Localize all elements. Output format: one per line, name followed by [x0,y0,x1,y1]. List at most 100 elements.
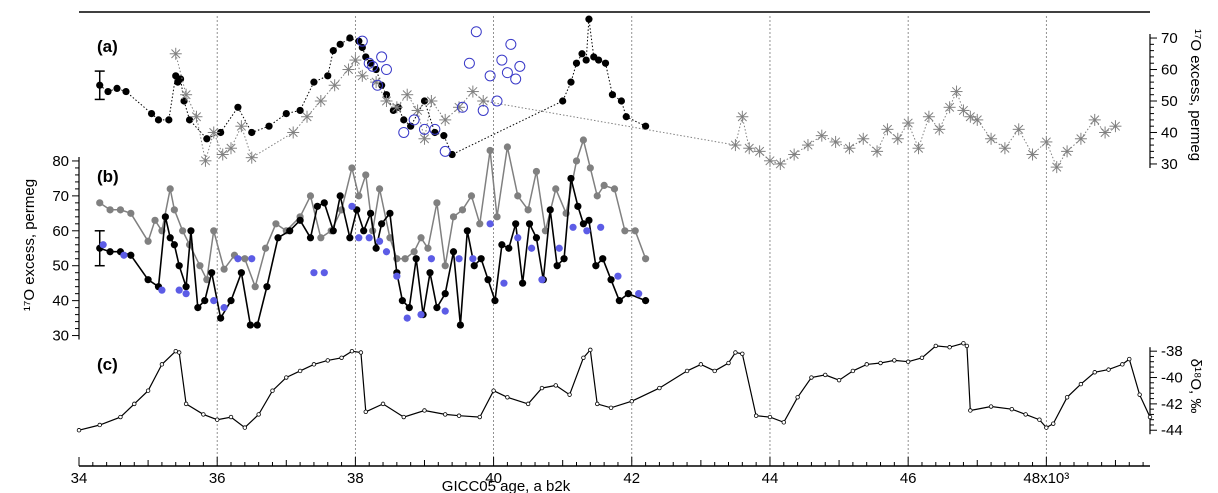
data-point [456,321,465,329]
data-point [182,283,190,291]
data-point-star [209,127,219,138]
data-point [572,157,581,165]
data-point-star [972,115,982,125]
data-point [360,227,368,235]
y-tick-label: -40 [1161,370,1183,387]
data-point [154,116,163,124]
data-point [486,146,494,155]
data-point [433,199,441,207]
data-point [371,79,383,91]
data-point [572,59,581,67]
data-point [1023,412,1028,417]
data-point [501,67,513,79]
x-axis-title: GICC05 age, a b2k [442,478,571,493]
data-point-star [171,49,181,59]
data-point [597,223,605,231]
data-point [641,255,650,263]
data-point [1092,370,1097,375]
data-point [1147,414,1153,420]
data-point [97,422,102,428]
data-point-star [392,102,402,112]
data-point [242,425,248,430]
data-point [187,227,195,235]
panel-c-label: (c) [97,355,118,374]
data-point [265,122,273,130]
data-point [176,350,182,355]
data-point [96,199,104,207]
data-point [592,262,600,270]
data-point-star [381,96,392,106]
y-tick-label: -38 [1161,343,1183,360]
data-point-star [1100,127,1110,138]
data-point [491,388,496,393]
data-point [864,362,869,367]
data-point [608,405,614,411]
data-point [362,171,370,179]
data-point [422,408,427,413]
data-point [538,276,546,284]
data-point [641,122,650,130]
data-point [274,234,282,242]
data-point [220,304,228,312]
data-point [1064,395,1070,400]
data-point [339,355,344,360]
data-point [398,297,406,305]
data-point [355,192,363,200]
data-point [476,220,484,228]
data-point-star [1000,143,1010,153]
data-point [234,103,242,111]
data-point [310,269,318,277]
data-point [175,286,183,294]
data-point [641,297,650,305]
data-point [120,251,128,259]
data-point-star [200,156,211,166]
data-point [484,276,492,284]
data-point-star [357,71,367,81]
data-point [329,47,337,55]
data-point [905,359,911,364]
data-point [366,209,375,217]
data-point [988,404,994,409]
series-line [99,19,646,156]
data-point [560,255,568,263]
data-point [170,241,178,249]
data-point [346,34,354,42]
data-point [398,126,410,138]
data-point [122,87,130,96]
data-point-star [468,86,478,97]
data-point [505,395,510,400]
data-point-star [789,149,799,160]
data-point [375,185,384,193]
data-point [217,314,225,322]
data-point [456,101,468,113]
data-point [455,255,463,263]
data-point [179,227,187,235]
data-point [512,220,520,228]
data-point [449,248,458,256]
data-point [610,185,619,193]
y-tick-label: -42 [1161,396,1183,413]
x-axis-ticks: 34 36 38 40 42 44 46 48x10³ [71,457,1144,487]
data-point [306,234,315,242]
data-point [1037,417,1042,422]
data-point [600,181,608,189]
y-tick-label: 70 [1161,30,1178,47]
panel-b-label: (b) [97,167,119,186]
data-point [449,213,458,221]
data-point [505,244,513,252]
data-point [933,343,938,349]
data-point [272,220,280,228]
data-point-star [730,140,741,150]
data-point [567,174,575,183]
data-point-star [247,153,257,163]
data-point [733,350,738,355]
data-point [282,109,290,118]
data-point [456,413,462,418]
data-point [712,368,717,374]
data-point [317,234,325,242]
data-point [469,255,477,263]
y-tick-label: 80 [52,153,69,170]
data-point [176,75,185,83]
x-tick-label: 46 [900,470,917,487]
data-point [525,220,534,228]
